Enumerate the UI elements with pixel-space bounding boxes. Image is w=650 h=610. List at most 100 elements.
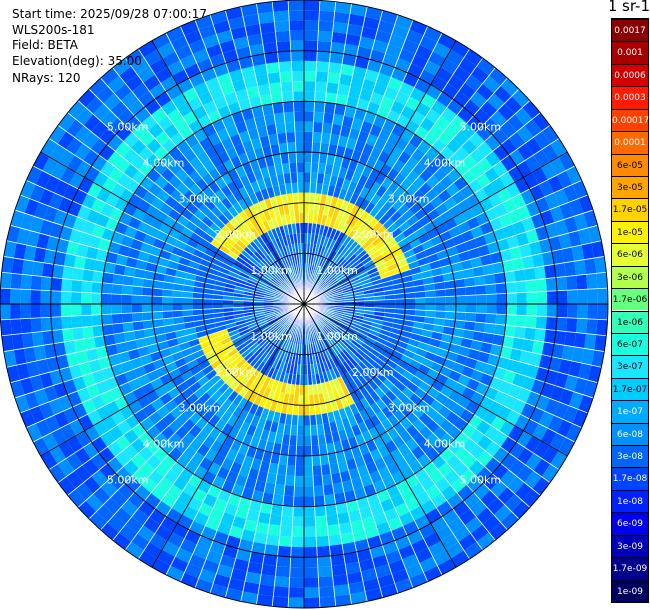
radar-gate <box>227 348 239 358</box>
radar-gate <box>546 290 558 304</box>
radar-gate <box>83 257 96 271</box>
radar-gate <box>556 290 568 304</box>
radar-gate <box>264 291 276 297</box>
radar-gate <box>307 374 313 385</box>
colorbar-level: 1e-07 <box>612 400 648 423</box>
radar-gate <box>111 363 125 377</box>
radar-gate <box>293 394 300 406</box>
radar-gate <box>327 347 335 359</box>
radar-gate <box>321 327 330 337</box>
radar-gate <box>349 3 368 17</box>
radar-gate <box>584 333 597 350</box>
radar-gate <box>175 425 189 440</box>
radar-gate <box>490 110 508 128</box>
radar-gate <box>356 331 368 340</box>
radar-gate <box>424 188 438 202</box>
radar-gate <box>172 374 186 387</box>
radar-gate <box>379 329 391 337</box>
radar-gate <box>283 111 295 123</box>
radar-gate <box>247 127 260 141</box>
radar-gate <box>349 276 360 284</box>
radar-gate <box>102 177 118 193</box>
radar-gate <box>236 256 247 266</box>
radar-gate <box>358 36 375 50</box>
radar-gate <box>257 211 267 223</box>
radar-gate <box>464 74 483 92</box>
radar-gate <box>344 225 354 237</box>
radar-gate <box>597 304 608 320</box>
radar-gate <box>248 499 262 513</box>
radar-gate <box>90 452 108 470</box>
radar-gate <box>265 354 274 366</box>
radar-gate <box>357 374 368 386</box>
radar-gate <box>568 198 584 217</box>
radar-gate <box>476 532 496 550</box>
radar-gate <box>175 547 193 564</box>
radar-gate <box>288 445 297 456</box>
radar-gate <box>107 75 126 94</box>
radar-gate <box>315 279 324 289</box>
radar-gate <box>304 131 314 143</box>
radar-gate <box>389 332 401 341</box>
radar-gate <box>243 351 254 362</box>
radar-gate <box>332 113 345 126</box>
radar-gate <box>556 419 573 438</box>
radar-gate <box>279 247 286 258</box>
radar-gate <box>399 164 413 178</box>
radar-gate <box>431 215 445 228</box>
radar-gate <box>324 215 333 227</box>
radar-gate <box>265 343 275 354</box>
radar-gate <box>516 292 527 304</box>
radar-gate <box>321 413 330 425</box>
radar-gate <box>165 26 185 43</box>
radar-gate <box>29 184 45 203</box>
radar-gate <box>277 51 292 63</box>
radar-gate <box>322 225 330 237</box>
radar-gate <box>436 91 453 108</box>
radar-gate <box>153 326 166 336</box>
radar-gate <box>315 81 328 93</box>
radar-gate <box>157 549 176 566</box>
radar-gate <box>213 378 226 390</box>
radar-gate <box>250 137 263 150</box>
radar-gate <box>330 123 342 136</box>
radar-gate <box>341 316 353 323</box>
radar-gate <box>258 11 275 24</box>
field-name: Field: BETA <box>12 38 78 52</box>
radar-gate <box>271 217 279 229</box>
radar-gate <box>482 410 498 426</box>
radar-gate <box>246 339 257 349</box>
radar-gate <box>322 339 330 350</box>
radar-gate <box>348 240 359 252</box>
radar-gate <box>498 380 513 395</box>
radar-gate <box>48 398 64 416</box>
radar-gate <box>412 432 427 446</box>
radar-gate <box>431 267 443 277</box>
radar-gate <box>364 242 375 253</box>
radar-gate <box>398 404 412 417</box>
radar-gate <box>48 192 64 210</box>
radar-gate <box>304 496 315 507</box>
radar-gate <box>91 394 106 410</box>
radar-gate <box>558 358 572 375</box>
radar-gate <box>288 597 304 608</box>
radar-gate <box>255 522 270 535</box>
radar-gate <box>266 331 276 340</box>
radar-gate <box>304 81 316 92</box>
radar-gate <box>274 370 283 382</box>
radar-gate <box>275 566 291 578</box>
radar-gate <box>172 523 189 539</box>
radar-gate <box>195 578 214 594</box>
radar-gate <box>440 107 458 123</box>
radar-gate <box>248 342 259 352</box>
radar-gate <box>418 154 433 169</box>
radar-gate <box>467 348 481 361</box>
radar-gate <box>225 470 239 484</box>
radar-gate <box>230 351 241 362</box>
radar-gate <box>278 236 286 248</box>
radar-gate <box>304 192 310 203</box>
radar-gate <box>324 163 334 176</box>
radar-gate <box>508 458 526 477</box>
radar-gate <box>364 189 376 203</box>
radar-gate <box>402 370 415 382</box>
